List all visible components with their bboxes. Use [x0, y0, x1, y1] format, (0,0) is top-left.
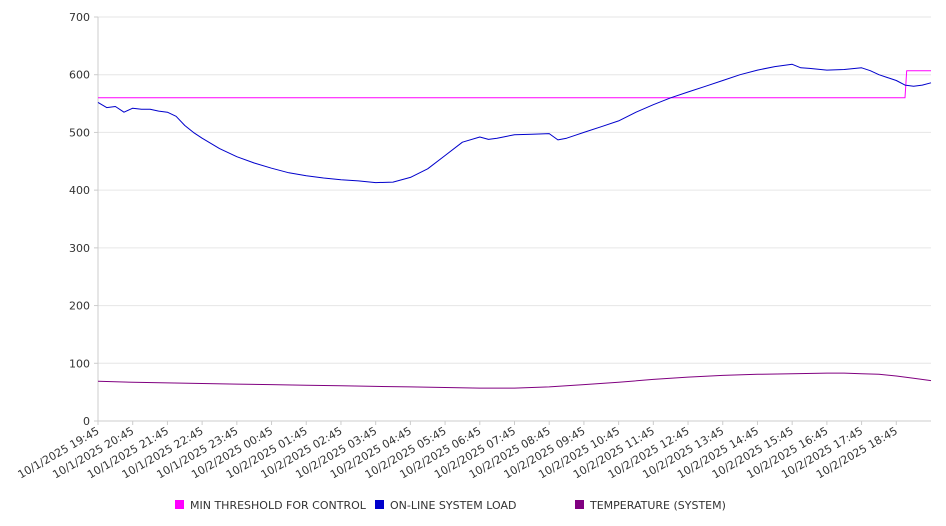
- y-tick-label: 600: [69, 69, 90, 82]
- y-tick-label: 500: [69, 126, 90, 139]
- y-tick-label: 0: [83, 415, 90, 428]
- axes: [97, 17, 931, 422]
- y-tick-label: 700: [69, 11, 90, 24]
- series-line-on-line-system-load: [97, 63, 932, 184]
- legend-swatch-min-threshold-for-control: [175, 500, 184, 509]
- series-line-min-threshold-for-control: [98, 70, 931, 99]
- legend-swatch-on-line-system-load: [375, 500, 384, 509]
- grid-lines: [98, 16, 931, 364]
- legend-swatch-temperature-system: [575, 500, 584, 509]
- y-tick-label: 300: [69, 242, 90, 255]
- y-tick-label: 200: [69, 300, 90, 313]
- series-line-temperature-system: [97, 372, 932, 389]
- legend: MIN THRESHOLD FOR CONTROL ON-LINE SYSTEM …: [175, 499, 726, 512]
- series-lines: [97, 63, 932, 389]
- legend-label-on-line-system-load: ON-LINE SYSTEM LOAD: [390, 499, 516, 512]
- legend-label-temperature-system: TEMPERATURE (SYSTEM): [589, 499, 726, 512]
- y-tick-label: 400: [69, 184, 90, 197]
- y-axis-ticks: 0 100 200 300 400 500 600 700: [69, 11, 98, 428]
- legend-label-min-threshold-for-control: MIN THRESHOLD FOR CONTROL: [190, 499, 367, 512]
- y-tick-label: 100: [69, 357, 90, 370]
